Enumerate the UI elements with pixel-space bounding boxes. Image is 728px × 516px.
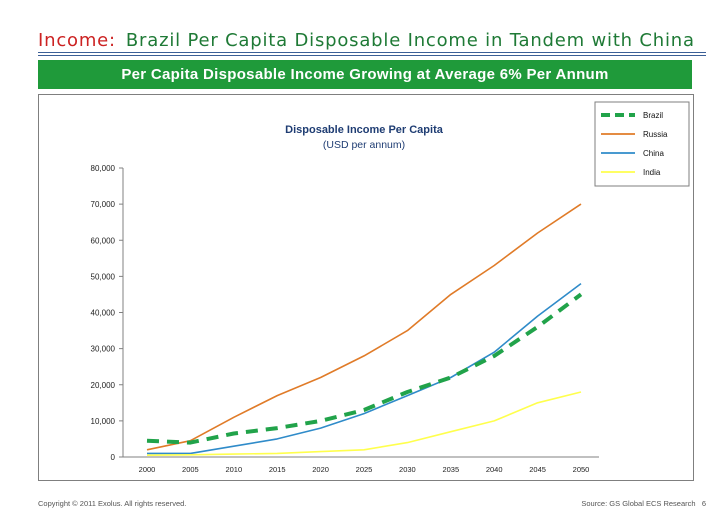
legend-label-russia: Russia	[643, 130, 668, 139]
x-tick-label: 2015	[269, 465, 286, 474]
y-tick-label: 0	[111, 453, 116, 462]
footer-source-text: Source: GS Global ECS Research	[581, 499, 696, 508]
x-tick-label: 2020	[312, 465, 329, 474]
y-tick-label: 60,000	[91, 236, 116, 245]
chart-frame: Disposable Income Per Capita (USD per ann…	[38, 94, 694, 481]
title-rule-top	[38, 52, 706, 53]
legend-label-brazil: Brazil	[643, 111, 663, 120]
legend-label-china: China	[643, 149, 664, 158]
x-tick-label: 2030	[399, 465, 416, 474]
x-tick-label: 2040	[486, 465, 503, 474]
x-tick-label: 2050	[573, 465, 590, 474]
x-tick-label: 2045	[529, 465, 546, 474]
series-line-russia	[146, 203, 582, 451]
title-rule-bottom	[38, 55, 706, 56]
footer-page-number: 6	[701, 499, 706, 508]
y-tick-label: 30,000	[91, 345, 116, 354]
series-line-india	[146, 391, 582, 456]
y-tick-label: 10,000	[91, 417, 116, 426]
y-tick-label: 50,000	[91, 272, 116, 281]
income-line-chart: Disposable Income Per Capita (USD per ann…	[91, 101, 690, 474]
title-prefix: Income:	[38, 30, 116, 51]
y-tick-label: 20,000	[91, 381, 116, 390]
banner: Per Capita Disposable Income Growing at …	[38, 60, 692, 89]
x-tick-label: 2025	[356, 465, 373, 474]
x-tick-label: 2035	[442, 465, 459, 474]
y-tick-label: 40,000	[91, 309, 116, 318]
y-tick-label: 70,000	[91, 200, 116, 209]
x-tick-label: 2000	[139, 465, 156, 474]
x-tick-label: 2010	[225, 465, 242, 474]
series-line-china	[147, 282, 582, 455]
chart-subtitle: (USD per annum)	[323, 139, 405, 151]
series-line-brazil	[146, 292, 583, 445]
chart-title: Disposable Income Per Capita	[285, 124, 444, 136]
x-tick-label: 2005	[182, 465, 199, 474]
y-tick-label: 80,000	[91, 164, 116, 173]
footer-copyright: Copyright © 2011 Exolus. All rights rese…	[38, 499, 187, 508]
page-title: Income: Brazil Per Capita Disposable Inco…	[38, 30, 695, 51]
title-text: Brazil Per Capita Disposable Income in T…	[125, 30, 695, 51]
legend-label-india: India	[643, 168, 661, 177]
footer-source: Source: GS Global ECS Research 6	[581, 499, 706, 508]
